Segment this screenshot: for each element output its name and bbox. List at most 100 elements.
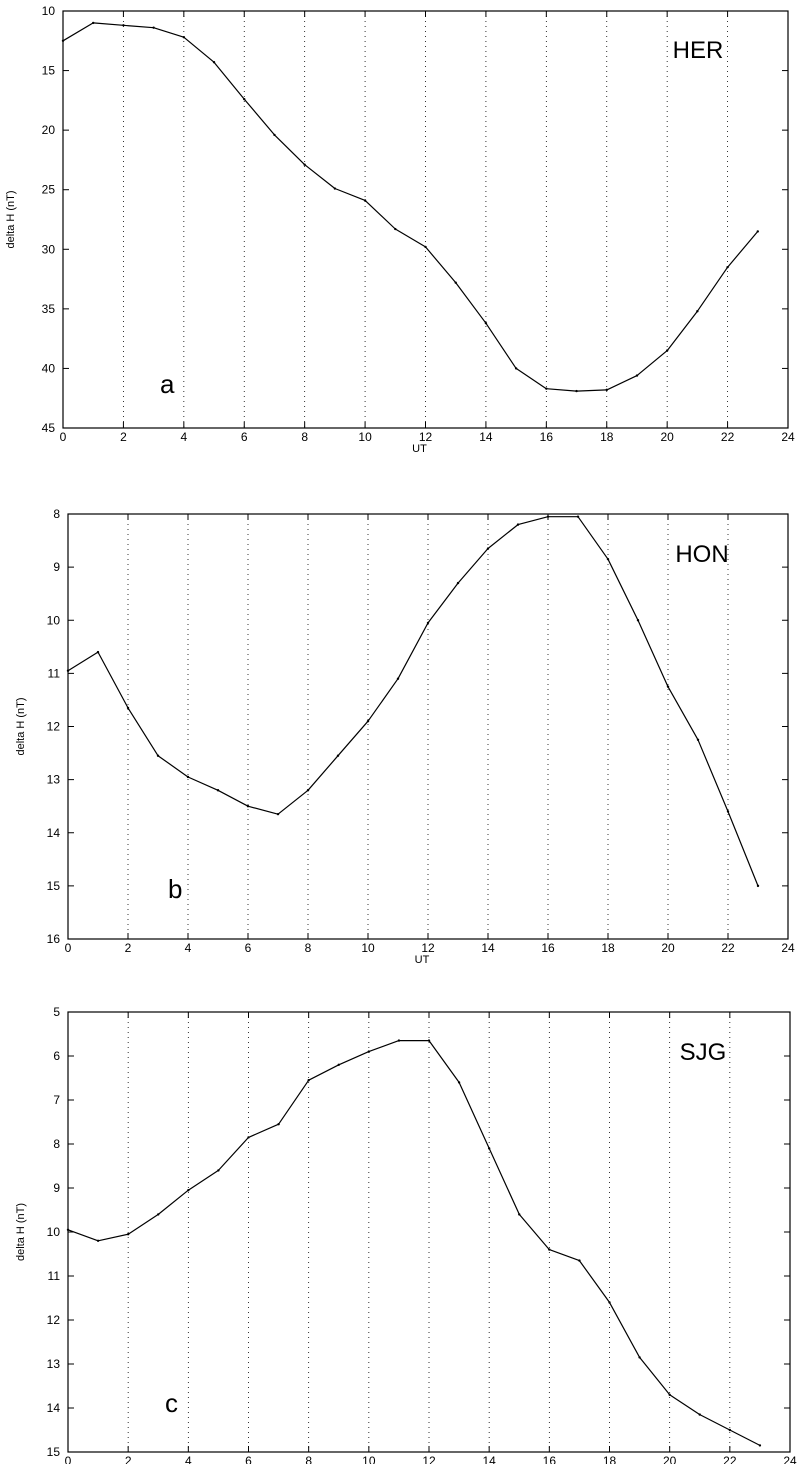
data-point xyxy=(696,310,699,313)
data-point xyxy=(186,775,190,779)
station-label: HER xyxy=(673,37,724,64)
data-point xyxy=(456,581,460,585)
data-point xyxy=(756,884,760,888)
data-point xyxy=(217,1169,220,1172)
x-tick-label: 20 xyxy=(660,430,674,444)
data-point xyxy=(394,227,397,231)
x-tick-label: 10 xyxy=(358,430,372,444)
data-point xyxy=(157,1213,160,1216)
x-axis-label: UT xyxy=(415,954,430,966)
data-point xyxy=(366,719,370,723)
x-tick-label: 12 xyxy=(419,430,433,444)
x-tick-label: 22 xyxy=(723,1454,737,1464)
y-tick-label: 6 xyxy=(53,1049,60,1063)
x-tick-label: 24 xyxy=(781,430,795,444)
data-point xyxy=(665,349,669,352)
x-tick-label: 22 xyxy=(721,941,735,955)
y-tick-label: 15 xyxy=(47,1445,61,1459)
data-point xyxy=(66,1228,70,1232)
data-point xyxy=(728,1428,732,1432)
x-tick-label: 4 xyxy=(185,1454,192,1464)
y-tick-label: 12 xyxy=(47,720,61,734)
y-tick-label: 8 xyxy=(53,507,60,521)
x-tick-label: 18 xyxy=(603,1454,617,1464)
data-point xyxy=(216,789,220,792)
x-tick-label: 14 xyxy=(479,430,493,444)
data-point xyxy=(638,1356,641,1359)
data-point xyxy=(276,812,280,816)
data-point xyxy=(156,754,160,757)
x-tick-label: 16 xyxy=(541,941,555,955)
data-point xyxy=(427,1039,431,1042)
data-point xyxy=(363,199,367,202)
x-tick-label: 6 xyxy=(245,941,252,955)
data-point xyxy=(666,685,670,688)
series-line xyxy=(67,1039,761,1446)
panel-letter: a xyxy=(160,369,175,399)
data-point xyxy=(182,36,186,39)
x-tick-label: 12 xyxy=(422,1454,436,1464)
data-point xyxy=(96,650,100,654)
series-line xyxy=(62,22,759,392)
x-tick-label: 4 xyxy=(185,941,192,955)
y-axis-label: delta H (nT) xyxy=(15,1203,27,1261)
data-point xyxy=(247,1136,250,1139)
data-point xyxy=(333,187,337,190)
y-tick-label: 12 xyxy=(47,1313,61,1327)
x-tick-label: 22 xyxy=(721,430,735,444)
y-tick-label: 45 xyxy=(42,421,56,435)
x-tick-label: 4 xyxy=(180,430,187,444)
y-tick-label: 13 xyxy=(47,773,61,787)
data-point xyxy=(337,1063,340,1067)
y-tick-label: 25 xyxy=(42,183,56,197)
data-point xyxy=(212,61,216,64)
x-tick-label: 20 xyxy=(663,1454,677,1464)
data-point xyxy=(514,367,518,370)
data-point xyxy=(122,24,125,27)
x-tick-label: 8 xyxy=(301,430,308,444)
data-point xyxy=(367,1050,371,1053)
data-point xyxy=(61,39,65,42)
x-tick-label: 2 xyxy=(125,941,132,955)
data-point xyxy=(92,21,95,25)
y-tick-label: 35 xyxy=(42,302,56,316)
data-point xyxy=(546,515,550,518)
data-point xyxy=(396,677,400,680)
data-point xyxy=(668,1393,671,1397)
y-tick-label: 5 xyxy=(53,1005,60,1019)
data-point xyxy=(273,133,276,137)
y-tick-label: 8 xyxy=(53,1137,60,1151)
x-tick-label: 10 xyxy=(361,941,375,955)
x-tick-label: 24 xyxy=(783,1454,797,1464)
y-tick-label: 30 xyxy=(42,242,56,256)
x-tick-label: 6 xyxy=(241,430,248,444)
x-axis-label: UT xyxy=(412,443,427,455)
data-point xyxy=(306,789,310,792)
panel-letter: c xyxy=(165,1388,178,1418)
x-tick-label: 24 xyxy=(781,941,795,955)
y-tick-label: 10 xyxy=(47,613,61,627)
station-label: SJG xyxy=(680,1039,727,1066)
data-point xyxy=(636,619,640,622)
x-tick-label: 0 xyxy=(65,1454,72,1464)
data-point xyxy=(608,1301,611,1304)
x-tick-label: 2 xyxy=(125,1454,132,1464)
data-point xyxy=(126,1233,130,1236)
y-tick-label: 10 xyxy=(42,4,56,18)
x-tick-label: 10 xyxy=(362,1454,376,1464)
x-tick-label: 0 xyxy=(60,430,67,444)
data-point xyxy=(548,1248,551,1251)
data-point xyxy=(605,388,608,392)
data-point xyxy=(576,515,580,518)
y-tick-label: 7 xyxy=(53,1093,60,1107)
data-point xyxy=(698,1413,701,1416)
x-tick-label: 18 xyxy=(600,430,614,444)
y-tick-label: 10 xyxy=(47,1225,61,1239)
y-tick-label: 11 xyxy=(48,666,61,680)
y-tick-label: 11 xyxy=(48,1269,61,1283)
x-tick-label: 12 xyxy=(421,941,435,955)
x-tick-label: 16 xyxy=(543,1454,557,1464)
data-point xyxy=(545,387,548,390)
y-axis-label: delta H (nT) xyxy=(5,190,17,248)
series-line xyxy=(67,516,759,887)
